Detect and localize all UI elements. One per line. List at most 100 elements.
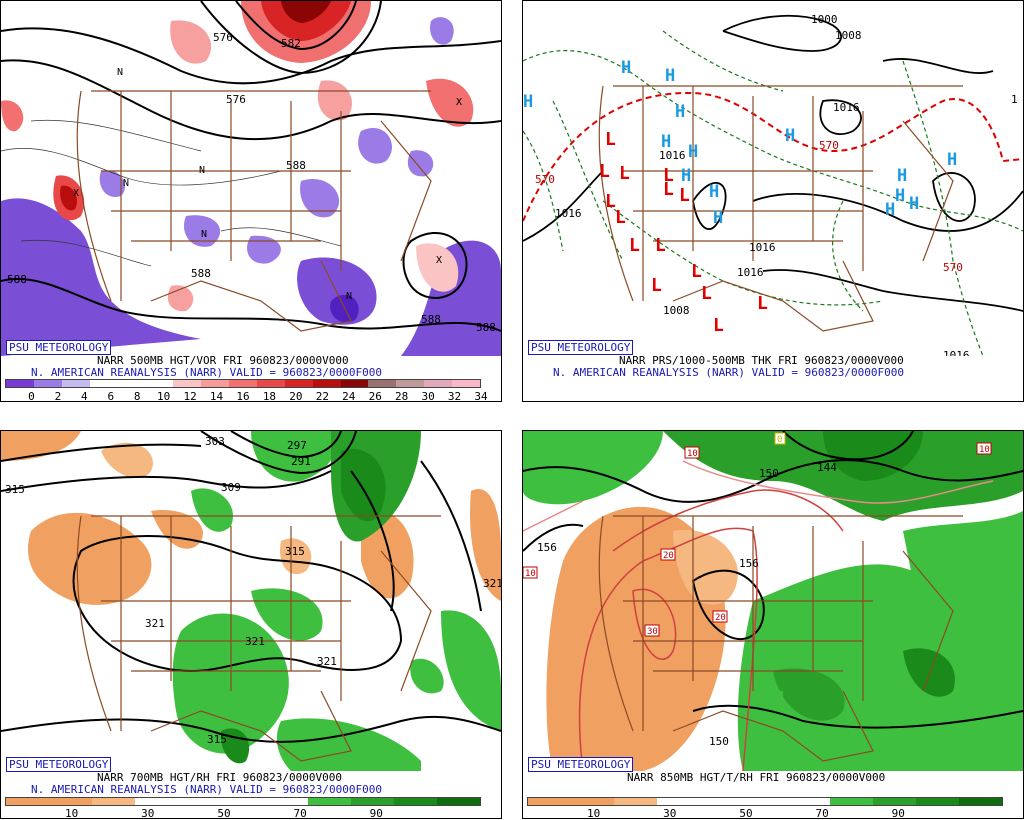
svg-text:L: L [701, 283, 712, 304]
svg-text:1: 1 [1011, 93, 1018, 106]
colorbar-tick-label: 0 [28, 390, 35, 403]
panel-700mb: 303 297 291 315 309 315 321 321 321 321 … [0, 430, 502, 820]
svg-text:156: 156 [537, 541, 557, 554]
caption-500mb: NARR 500MB HGT/VOR FRI 960823/0000V000 [97, 354, 349, 367]
svg-text:L: L [655, 235, 666, 256]
svg-text:L: L [605, 191, 616, 212]
svg-text:X: X [73, 188, 79, 199]
caption-reanalysis: N. AMERICAN REANALYSIS (NARR) VALID = 96… [31, 366, 382, 379]
svg-text:150: 150 [759, 467, 779, 480]
svg-text:20: 20 [663, 551, 674, 561]
colorbar-swatch [743, 798, 787, 805]
colorbar-swatch [368, 380, 397, 387]
svg-text:1016: 1016 [555, 207, 582, 220]
svg-text:1016: 1016 [943, 349, 970, 356]
svg-text:582: 582 [281, 37, 301, 50]
colorbar-tick-label: 20 [289, 390, 303, 403]
svg-text:570: 570 [943, 261, 963, 274]
colorbar-rh [5, 797, 481, 806]
svg-text:H: H [947, 150, 957, 170]
svg-text:570: 570 [819, 139, 839, 152]
svg-text:H: H [895, 186, 905, 206]
svg-text:L: L [605, 129, 616, 150]
svg-text:H: H [661, 132, 671, 152]
colorbar-tick-label: 26 [368, 390, 382, 403]
svg-text:156: 156 [739, 557, 759, 570]
colorbar-tick-label: 14 [209, 390, 224, 403]
svg-text:1008: 1008 [835, 29, 862, 42]
colorbar-swatch [393, 798, 437, 805]
panel-prs-thk: H H H H H H H H H H H H H H H L L L L L … [522, 0, 1024, 402]
svg-text:588: 588 [191, 267, 211, 280]
colorbar-swatch [89, 380, 118, 387]
svg-text:309: 309 [221, 481, 241, 494]
svg-text:H: H [897, 166, 907, 186]
svg-text:20: 20 [715, 613, 726, 623]
svg-text:N: N [199, 165, 205, 176]
colorbar-tick-label: 50 [739, 807, 753, 820]
svg-text:10: 10 [687, 449, 698, 459]
svg-text:588: 588 [286, 159, 306, 172]
psu-badge: PSU METEOROLOGY [528, 340, 634, 355]
colorbar-swatch [307, 798, 351, 805]
svg-text:H: H [523, 92, 533, 112]
vort-neg-se [401, 240, 501, 356]
colorbar-tick-label: 12 [183, 390, 197, 403]
caption-prs-thk: NARR PRS/1000-500MB THK FRI 960823/0000V… [619, 354, 904, 367]
svg-text:N: N [346, 291, 352, 302]
colorbar-swatch [657, 798, 701, 805]
svg-text:N: N [123, 178, 129, 189]
svg-text:291: 291 [291, 455, 311, 468]
colorbar-swatch [312, 380, 341, 387]
colorbar-swatch [135, 798, 179, 805]
colorbar-tick-label: 6 [107, 390, 115, 403]
svg-text:L: L [679, 185, 690, 206]
svg-text:315: 315 [285, 545, 305, 558]
svg-text:H: H [621, 58, 631, 78]
panel-850mb: 150 144 156 156 150 10 10 20 20 30 10 0 … [522, 430, 1024, 820]
colorbar-swatch [614, 798, 658, 805]
colorbar-swatch [229, 380, 257, 387]
svg-text:588: 588 [7, 273, 27, 286]
colorbar-swatch [6, 798, 50, 805]
colorbar-tick-label: 90 [891, 807, 905, 820]
svg-text:10: 10 [979, 445, 990, 455]
colorbar-tick-label: 16 [236, 390, 250, 403]
svg-text:1016: 1016 [659, 149, 686, 162]
colorbar-swatch [92, 798, 136, 805]
svg-text:L: L [629, 235, 640, 256]
svg-text:X: X [456, 97, 462, 108]
colorbar-swatch [915, 798, 959, 805]
colorbar-tick-label: 90 [369, 807, 383, 820]
map-850mb: 150 144 156 156 150 10 10 20 20 30 10 0 [523, 431, 1023, 771]
svg-text:570: 570 [535, 173, 555, 186]
svg-text:L: L [757, 293, 768, 314]
colorbar-tick-label: 2 [54, 390, 62, 403]
psu-badge: PSU METEOROLOGY [6, 757, 112, 772]
colorbar-swatch [284, 380, 313, 387]
colorbar-tick-label: 34 [474, 390, 488, 403]
colorbar-tick-label: 22 [315, 390, 329, 403]
colorbar-swatch [145, 380, 174, 387]
svg-text:L: L [651, 275, 662, 296]
svg-text:321: 321 [145, 617, 165, 630]
svg-text:H: H [681, 166, 691, 186]
caption-reanalysis: N. AMERICAN REANALYSIS (NARR) VALID = 96… [31, 783, 382, 796]
svg-text:H: H [713, 208, 723, 228]
svg-text:150: 150 [709, 735, 729, 748]
svg-text:321: 321 [483, 577, 501, 590]
svg-text:L: L [691, 261, 702, 282]
colorbar-swatch [6, 380, 34, 387]
svg-text:303: 303 [205, 435, 225, 448]
svg-text:321: 321 [245, 635, 265, 648]
svg-text:1016: 1016 [833, 101, 860, 114]
colorbar-tick-label: 10 [65, 807, 79, 820]
colorbar-swatch [452, 380, 480, 387]
colorbar-swatch [340, 380, 369, 387]
colorbar-tick-label: 18 [262, 390, 277, 403]
colorbar-swatch [436, 798, 481, 805]
svg-text:315: 315 [5, 483, 25, 496]
svg-text:L: L [619, 163, 630, 184]
svg-text:H: H [885, 200, 895, 220]
svg-text:1008: 1008 [663, 304, 690, 317]
